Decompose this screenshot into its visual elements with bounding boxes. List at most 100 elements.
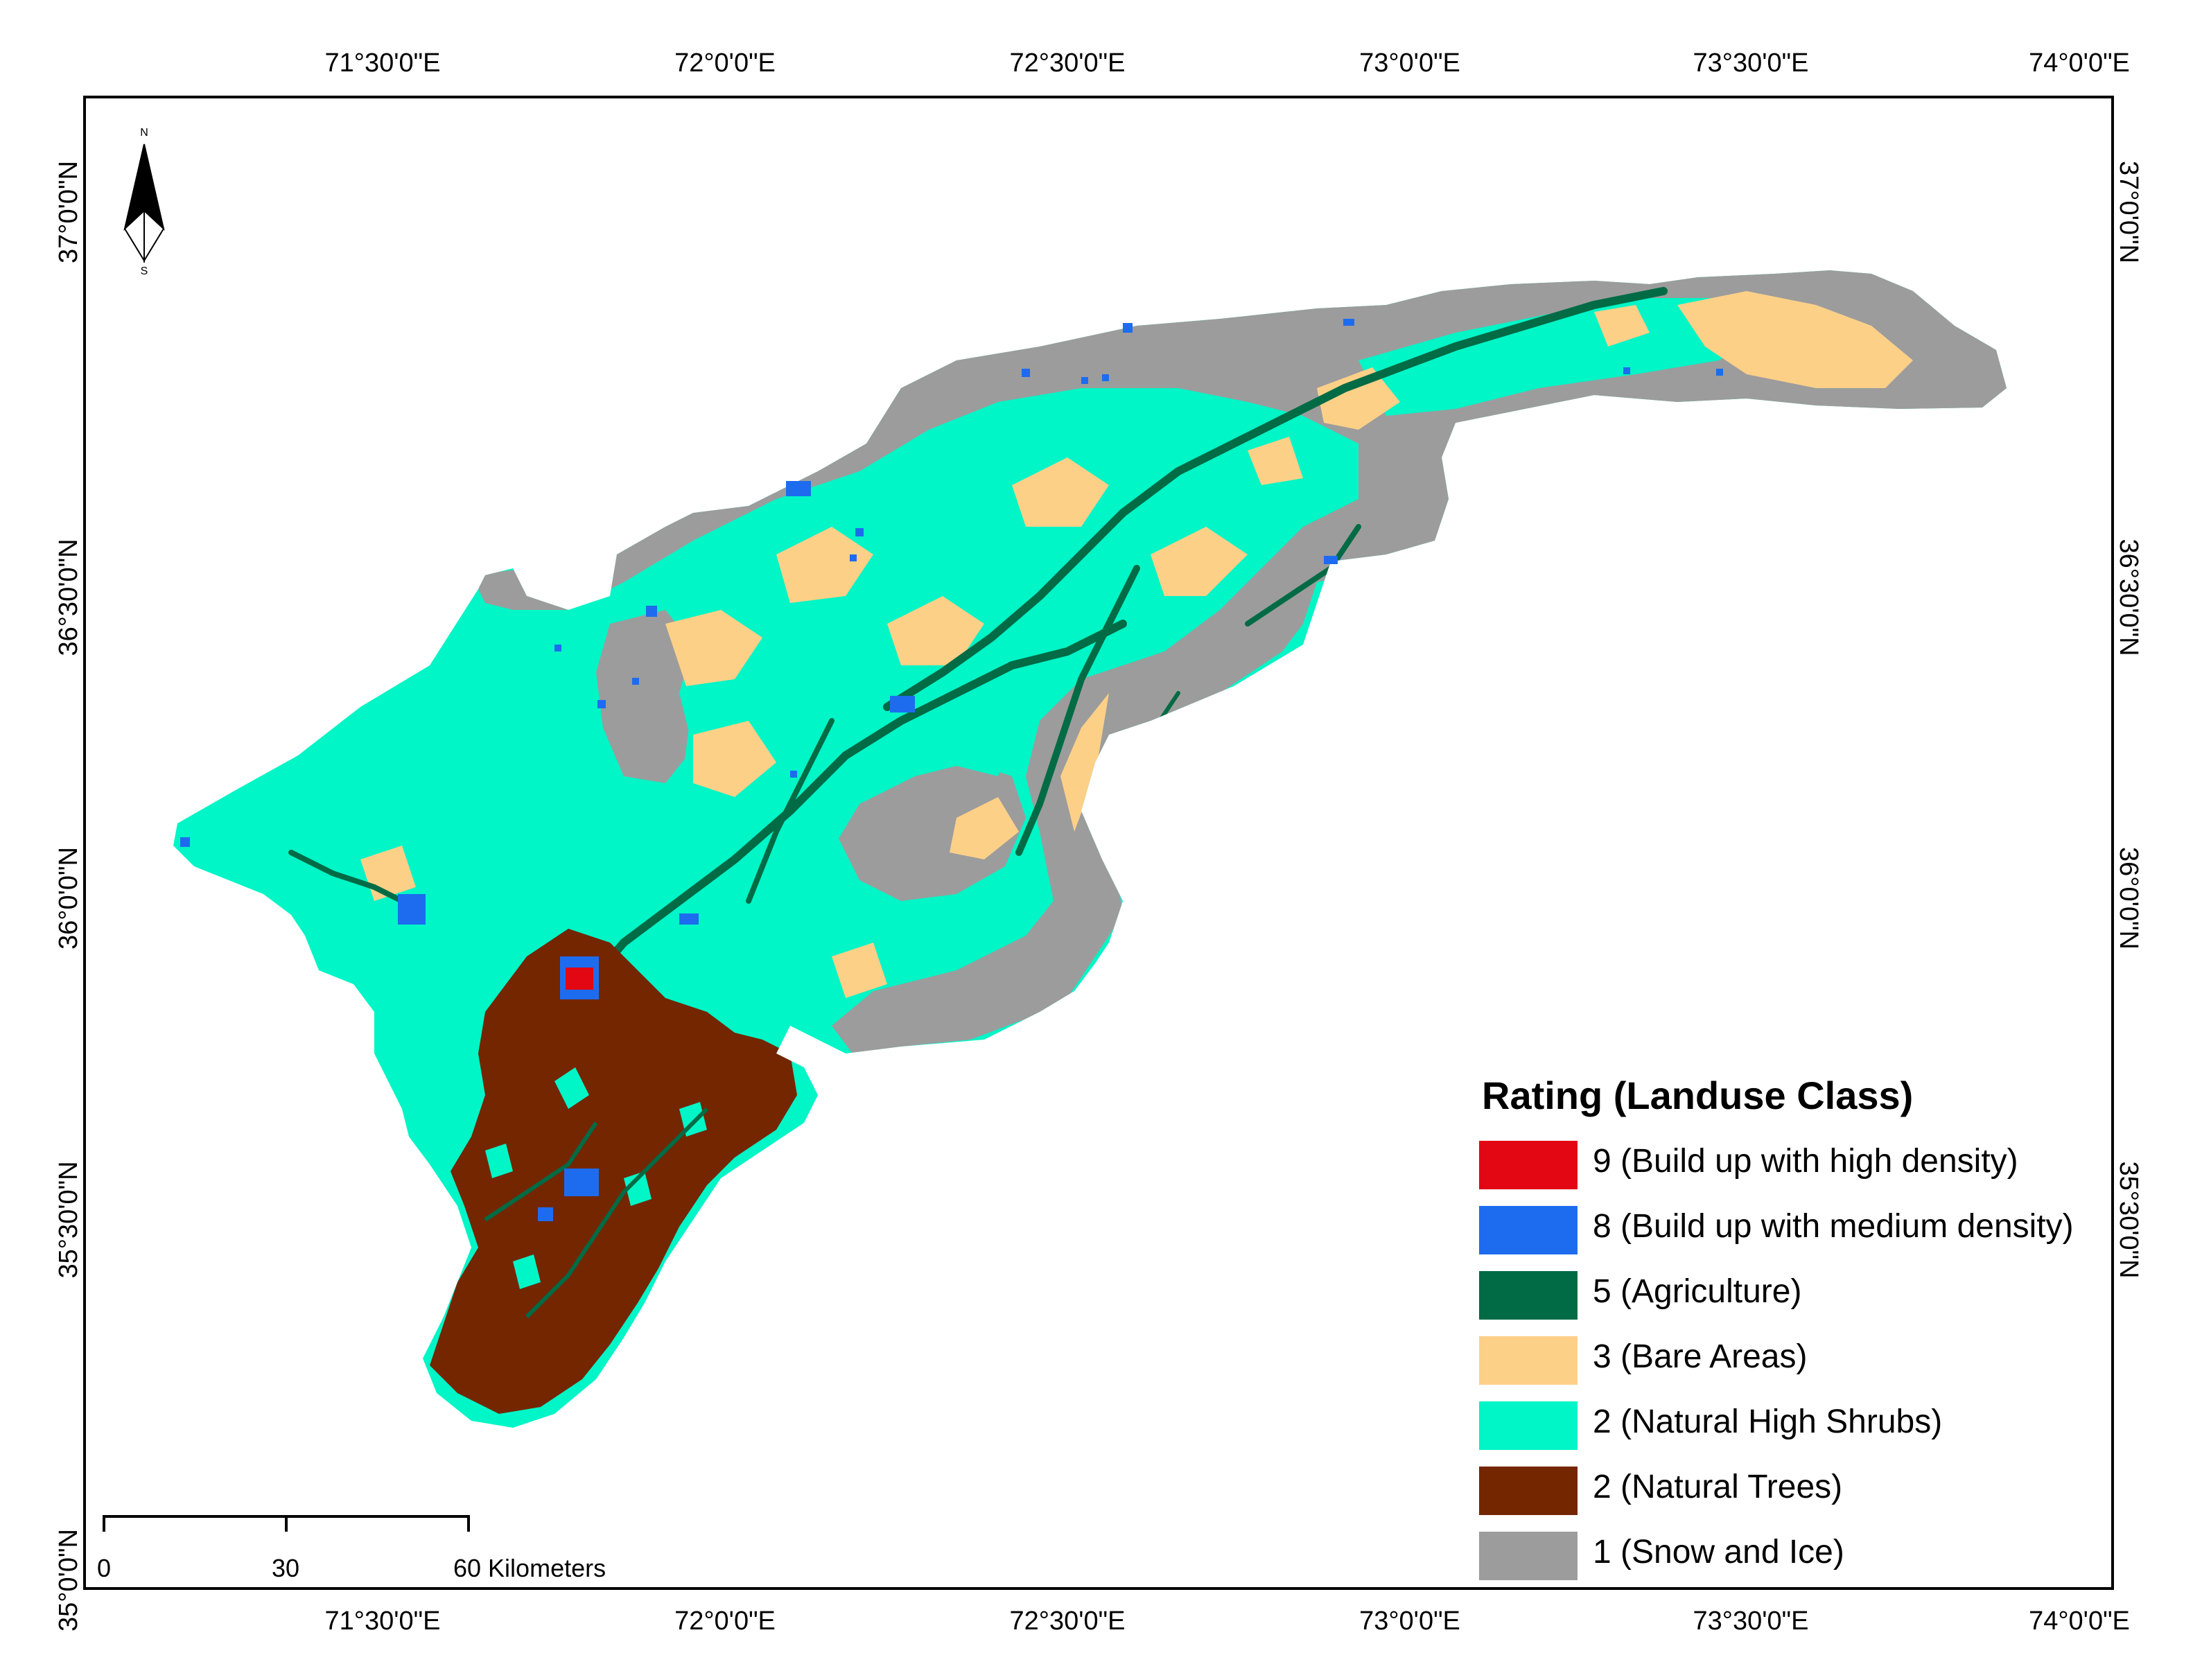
settlement-marker [1022, 369, 1030, 377]
snow-west-patch [596, 610, 693, 783]
settlement-marker [790, 771, 797, 778]
agriculture-valley [1015, 565, 1140, 856]
settlement-marker [850, 554, 857, 561]
top-lon-label: 73°30'0"E [1693, 49, 1809, 78]
trees-valleys [484, 1107, 709, 1319]
bare-patch [832, 943, 887, 998]
settlement-marker [786, 481, 811, 496]
legend-title: Rating (Landuse Class) [1482, 1074, 1914, 1117]
settlement-marker [1324, 556, 1338, 564]
agriculture-valley [578, 620, 1127, 995]
shrub-gap [554, 1067, 589, 1109]
settlement-marker [679, 913, 699, 925]
settlement-marker [1716, 369, 1723, 376]
bare-patch [950, 797, 1019, 859]
legend-label: 3 (Bare Areas) [1593, 1338, 1808, 1375]
agriculture-valleys [288, 287, 1668, 995]
legend-swatch [1479, 1271, 1578, 1320]
scale-tick [285, 1515, 288, 1532]
bare-patch [1248, 437, 1303, 485]
bare-patch [1060, 693, 1109, 832]
bottom-lon-label: 71°30'0"E [324, 1607, 441, 1636]
settlement-marker [1123, 323, 1133, 333]
trees-south-area [430, 929, 797, 1414]
agriculture-valley [288, 850, 419, 911]
settlement-marker [1102, 374, 1109, 381]
bare-patch [665, 610, 762, 686]
legend-swatch [1479, 1532, 1578, 1580]
bottom-lon-label: 73°30'0"E [1693, 1607, 1809, 1636]
settlement-marker [1623, 367, 1630, 374]
legend-label: 2 (Natural Trees) [1593, 1469, 1843, 1505]
south-label: S [141, 265, 148, 277]
settlement-marker [180, 837, 190, 847]
settlement-marker [855, 528, 864, 536]
snow-northeast-area [471, 270, 2007, 1053]
legend-label: 2 (Natural High Shrubs) [1593, 1403, 1943, 1440]
legend-label: 9 (Build up with high density) [1593, 1143, 2018, 1180]
trees-valley [484, 1121, 598, 1222]
settlement-marker [646, 606, 657, 617]
shrub-gap [513, 1254, 541, 1289]
landuse-layers [288, 270, 2007, 1414]
shrubs-east-band [1358, 298, 1774, 416]
settlement-marker [1081, 377, 1088, 384]
bottom-lon-label: 72°0'0"E [674, 1607, 776, 1636]
legend-item-trees: 2 (Natural Trees) [1476, 1462, 2114, 1518]
bare-areas [360, 291, 1913, 998]
settlement-marker [597, 700, 606, 708]
scale-label-30: 30 [272, 1554, 300, 1582]
north-label: N [140, 127, 148, 139]
legend-swatch [1479, 1336, 1578, 1385]
legend-item-builtup-high: 9 (Build up with high density) [1476, 1137, 2114, 1192]
top-lon-label: 73°0'0"E [1359, 49, 1460, 78]
legend-item-agriculture: 5 (Agriculture) [1476, 1267, 2114, 1322]
legend-item-snow: 1 (Snow and Ice) [1476, 1528, 2114, 1583]
bare-patch [1012, 457, 1109, 527]
legend-label: 1 (Snow and Ice) [1593, 1534, 1844, 1570]
top-lon-label: 74°0'0"E [2029, 49, 2130, 78]
scale-label-60: 60 Kilometers [453, 1554, 606, 1582]
settlement-marker [538, 1207, 553, 1221]
north-arrow-icon: N S [123, 127, 165, 277]
bare-patch [887, 596, 984, 665]
shrub-gap [485, 1144, 513, 1178]
bare-patch [1151, 527, 1248, 596]
settlement-marker [632, 678, 639, 685]
scale-tick [103, 1515, 105, 1532]
bare-patch [776, 527, 873, 603]
settlement-marker [1343, 319, 1354, 326]
snow-central-area [839, 762, 1026, 901]
agriculture-valley [746, 718, 835, 904]
legend-swatch [1479, 1401, 1578, 1450]
agriculture-valley [1245, 524, 1361, 627]
agriculture-valley [883, 287, 1668, 711]
legend-label: 8 (Build up with medium density) [1593, 1208, 2074, 1245]
top-lon-label: 71°30'0"E [324, 49, 441, 78]
settlement-marker [554, 645, 561, 651]
builtup-high-density [566, 968, 593, 990]
bare-patch [1317, 367, 1400, 430]
scale-tick [467, 1515, 470, 1532]
top-lon-label: 72°0'0"E [674, 49, 776, 78]
legend-item-shrubs: 2 (Natural High Shrubs) [1476, 1397, 2114, 1453]
shrub-gap [624, 1171, 652, 1206]
bottom-lon-label: 74°0'0"E [2029, 1607, 2130, 1636]
bare-patch [693, 721, 776, 797]
bare-patch [1677, 291, 1913, 388]
legend-swatch [1479, 1206, 1578, 1254]
top-lon-label: 72°30'0"E [1009, 49, 1126, 78]
bare-patch [1594, 305, 1650, 347]
legend-item-builtup-medium: 8 (Build up with medium density) [1476, 1202, 2114, 1257]
settlement-marker [564, 1169, 599, 1196]
settlement-marker [890, 696, 915, 712]
legend-swatch [1479, 1141, 1578, 1189]
legend-label: 5 (Agriculture) [1593, 1273, 1802, 1310]
bottom-lon-label: 73°0'0"E [1359, 1607, 1460, 1636]
legend-item-bare: 3 (Bare Areas) [1476, 1332, 2114, 1388]
settlement-marker [398, 894, 426, 925]
trees-valley [525, 1107, 709, 1319]
bottom-lon-label: 72°30'0"E [1009, 1607, 1126, 1636]
scale-label-0: 0 [97, 1554, 112, 1582]
